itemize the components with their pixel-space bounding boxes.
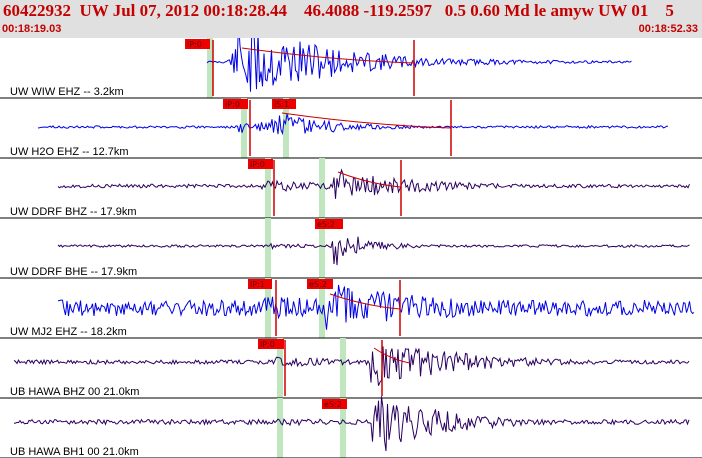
waveform-trace	[206, 38, 632, 92]
pick-label: eS:2	[324, 400, 342, 409]
event-header: 60422932 UW Jul 07, 2012 00:18:28.44 46.…	[0, 0, 702, 38]
waveform-trace	[13, 346, 690, 386]
pick-box	[223, 99, 248, 109]
phase-window	[207, 38, 213, 98]
station-label: UW DDRF BHE -- 17.9km	[10, 266, 137, 278]
waveform-trace	[13, 396, 690, 452]
phase-window	[265, 278, 271, 338]
phase-window	[283, 98, 289, 158]
station-label: UW DDRF BHZ -- 17.9km	[10, 206, 137, 218]
pick-label: iP:0	[187, 40, 202, 49]
phase-window	[340, 338, 346, 398]
pick-label: iP:0	[250, 160, 265, 169]
coda-curve	[337, 171, 402, 188]
start-time-label: 00:18:19.03	[2, 23, 62, 35]
pick-label: iP:0	[225, 100, 240, 109]
pick-label: iP:1	[250, 280, 265, 289]
pick-box	[248, 159, 273, 169]
pick-box	[185, 39, 210, 49]
pick-label: eS:2	[309, 280, 327, 289]
phase-window	[265, 158, 271, 218]
waveform-trace	[57, 236, 690, 266]
phase-window	[277, 398, 283, 458]
phase-window	[340, 398, 346, 458]
pick-box	[307, 279, 333, 289]
pick-label: iS:1	[274, 100, 289, 109]
station-label: UB HAWA BHZ 00 21.0km	[10, 386, 139, 398]
station-label: UW WIW EHZ -- 3.2km	[10, 86, 124, 98]
pick-box	[315, 219, 343, 229]
phase-window	[319, 218, 325, 278]
coda-curve	[281, 112, 452, 129]
pick-box	[272, 99, 296, 109]
pick-box	[322, 399, 347, 409]
phase-window	[319, 278, 325, 338]
waveform-trace	[37, 113, 669, 136]
station-label: UW MJ2 EHZ -- 18.2km	[10, 326, 127, 338]
waveform-trace	[57, 284, 695, 330]
phase-window	[265, 218, 271, 278]
coda-curve	[373, 347, 411, 364]
pick-label: eS:2	[317, 220, 335, 229]
station-label: UB HAWA BH1 00 21.0km	[10, 446, 139, 458]
pick-label: iP:0	[260, 340, 275, 349]
coda-curve	[329, 293, 401, 310]
pick-box	[258, 339, 284, 349]
phase-window	[241, 98, 247, 158]
waveform-trace	[57, 168, 690, 199]
phase-window	[277, 338, 283, 398]
waveform-panel: iP:0 UW WIW EHZ -- 3.2km iP:0 iS:1 UW H2O EH…	[0, 38, 702, 458]
station-label: UW H2O EHZ -- 12.7km	[10, 146, 129, 158]
event-title: 60422932 UW Jul 07, 2012 00:18:28.44 46.…	[3, 1, 674, 20]
end-time-label: 00:18:52.33	[638, 23, 698, 35]
coda-curve	[241, 47, 415, 64]
pick-box	[248, 279, 272, 289]
phase-window	[319, 158, 325, 218]
